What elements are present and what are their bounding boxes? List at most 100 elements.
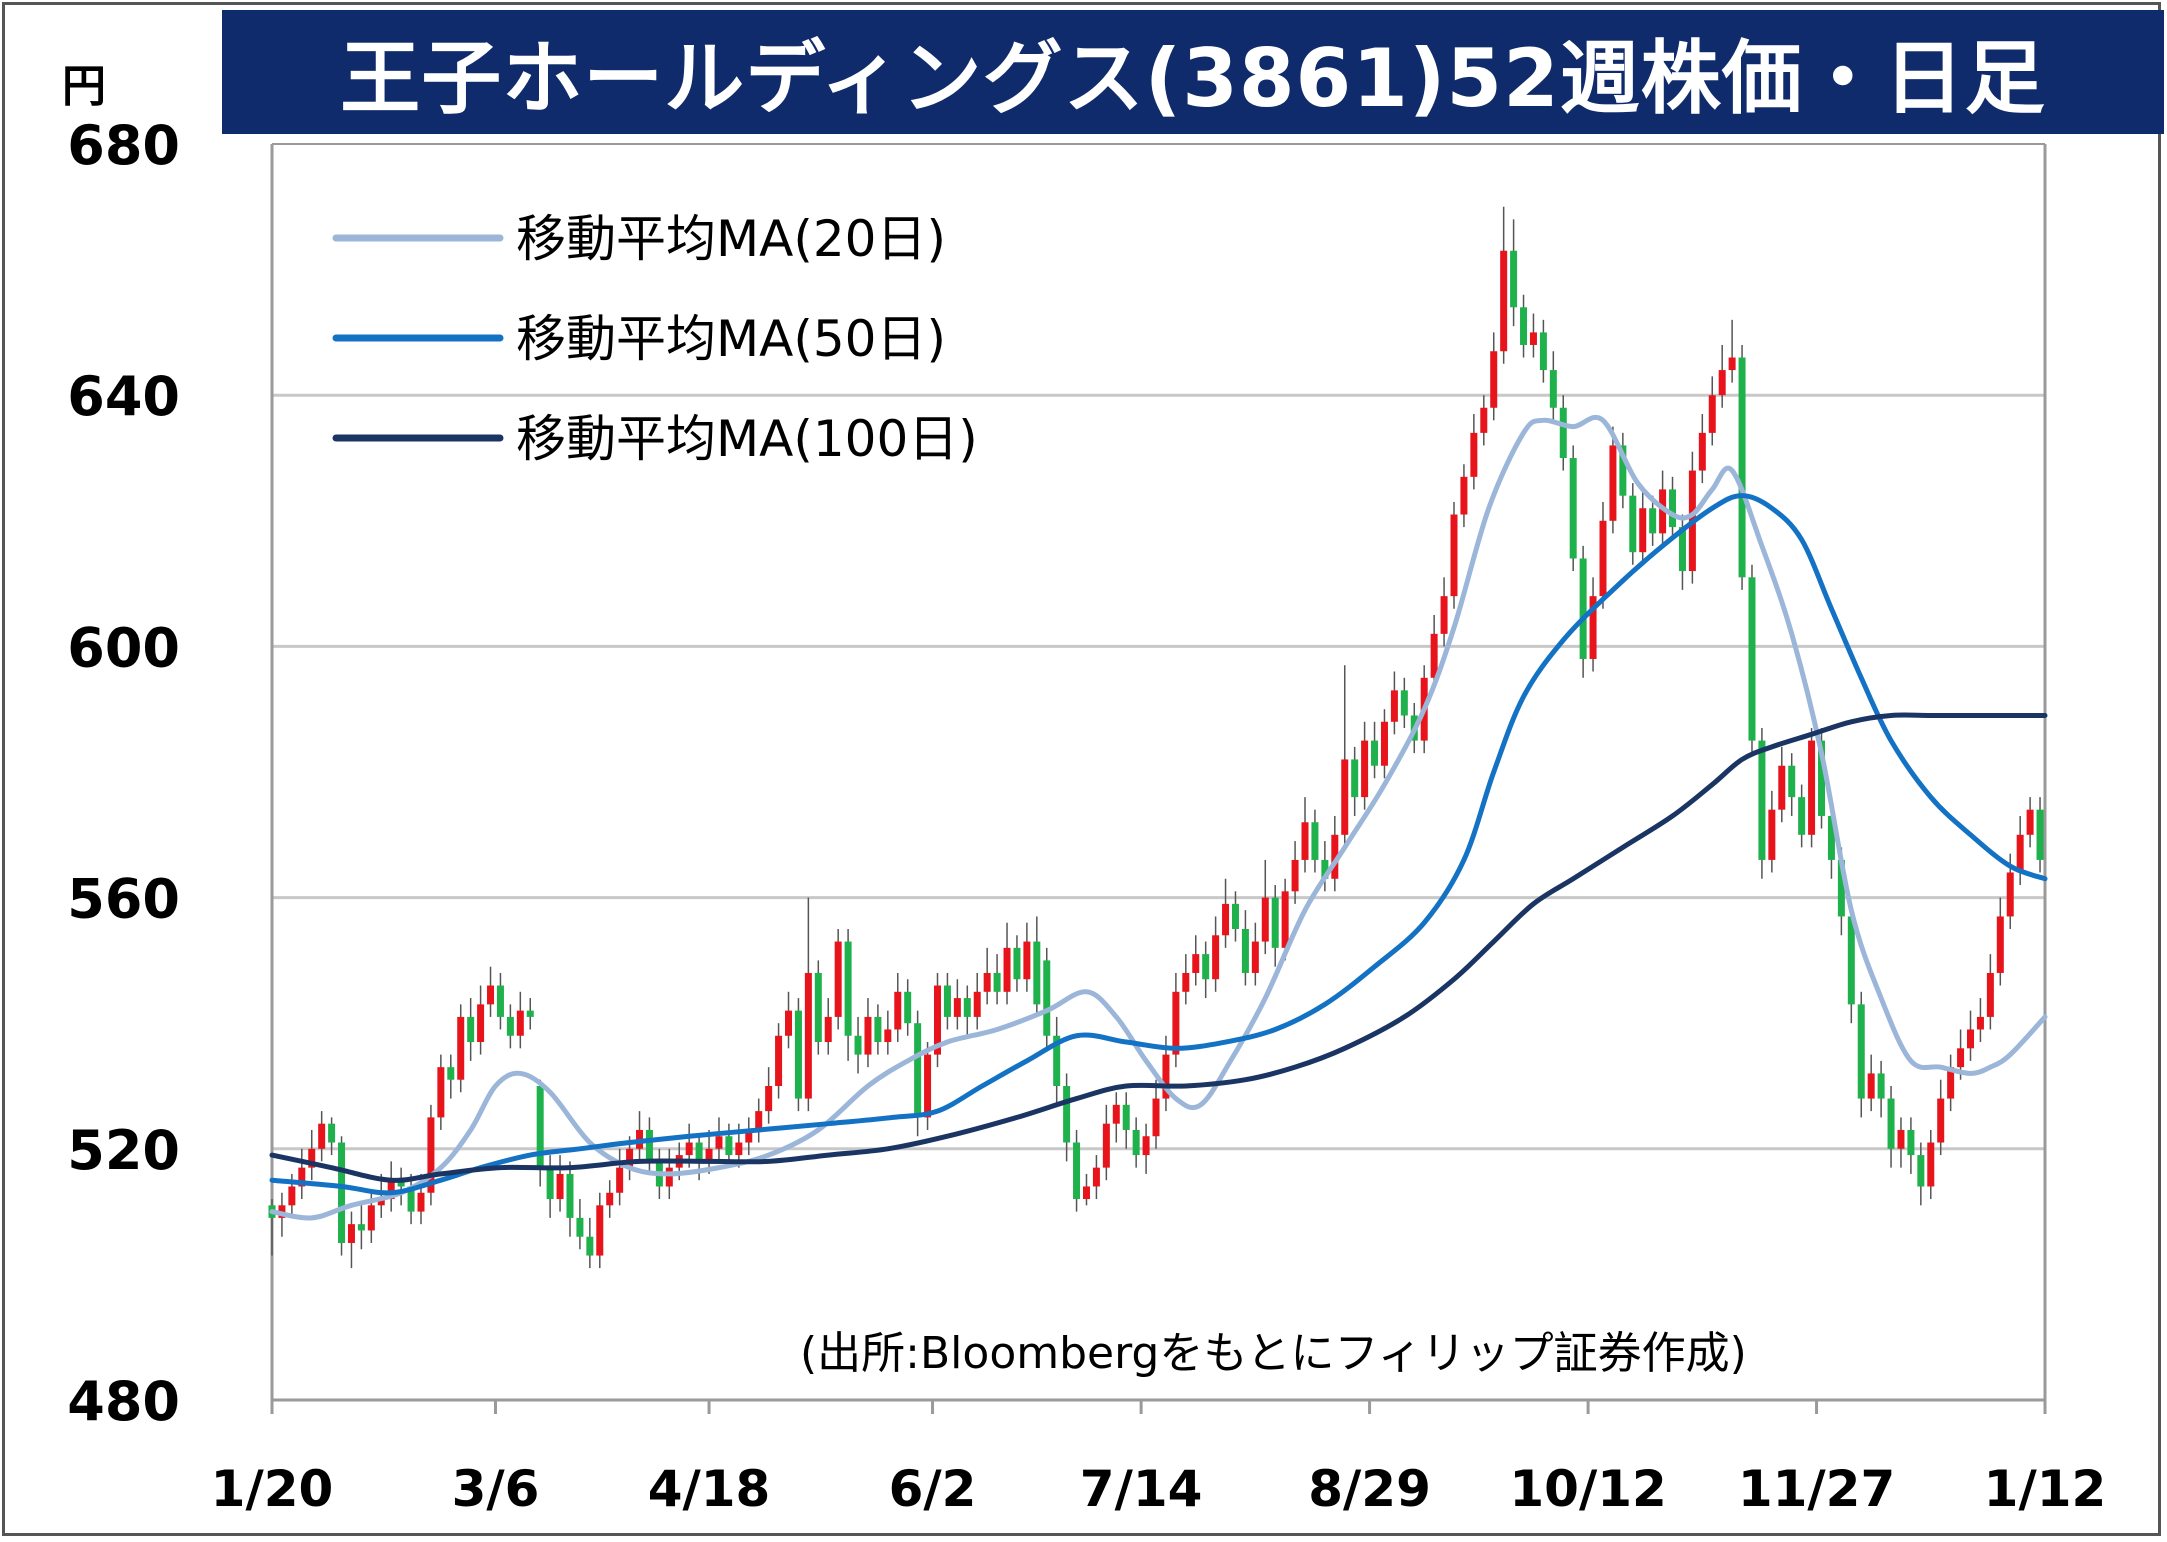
candle-up — [1281, 891, 1289, 948]
candle-up — [1867, 1073, 1875, 1099]
candle-up — [487, 985, 495, 1005]
candle-down — [1073, 1142, 1081, 1200]
candle-up — [775, 1035, 783, 1086]
candle-up — [1659, 489, 1667, 534]
candle-down — [1559, 407, 1567, 458]
candle-up — [1023, 941, 1031, 980]
candle-down — [1351, 759, 1359, 798]
candle-up — [298, 1167, 306, 1187]
candle-up — [705, 1148, 713, 1162]
candle-up — [1470, 432, 1478, 477]
ma50-line — [269, 493, 2048, 1196]
candle-up — [933, 985, 941, 1055]
candle-up — [824, 1016, 832, 1043]
candle-up — [1976, 1016, 1984, 1030]
candle-up — [1430, 633, 1438, 678]
candle-down — [1678, 527, 1686, 572]
candle-down — [874, 1016, 882, 1043]
x-tick-label: 6/2 — [889, 1460, 977, 1518]
candle-up — [735, 1142, 743, 1156]
candle-up — [924, 1054, 932, 1118]
candle-up — [1261, 897, 1269, 942]
candle-up — [1500, 250, 1508, 352]
candle-up — [1152, 1098, 1160, 1137]
candle-up — [288, 1186, 296, 1206]
candle-up — [785, 1010, 793, 1036]
candle-up — [1778, 765, 1786, 810]
x-tick-label: 1/12 — [1984, 1460, 2107, 1518]
candle-up — [367, 1205, 375, 1231]
candle-down — [576, 1217, 584, 1237]
candle-up — [318, 1123, 326, 1149]
candle-down — [1520, 307, 1528, 345]
candle-up — [437, 1067, 445, 1118]
candle-up — [1361, 740, 1369, 798]
candle-down — [1758, 740, 1766, 860]
candle-up — [616, 1167, 624, 1193]
candle-down — [1132, 1129, 1140, 1156]
candle-up — [556, 1173, 564, 1200]
candle-down — [1798, 797, 1806, 835]
candle-down — [725, 1136, 733, 1156]
candle-up — [715, 1136, 723, 1149]
candle-up — [1082, 1186, 1090, 1200]
legend-label-ma100: 移動平均MA(100日) — [516, 410, 978, 468]
candle-up — [1967, 1029, 1975, 1049]
x-tick-label: 11/27 — [1738, 1460, 1895, 1518]
legend: 移動平均MA(20日) 移動平均MA(50日) 移動平均MA(100日) — [332, 210, 978, 468]
candle-down — [1400, 690, 1408, 716]
candle-up — [1460, 476, 1468, 515]
candle-down — [1321, 859, 1329, 879]
x-tick-label: 10/12 — [1509, 1460, 1666, 1518]
candle-up — [665, 1167, 673, 1187]
candle-down — [1371, 740, 1379, 766]
candle-up — [1728, 357, 1736, 371]
candle-up — [1390, 690, 1398, 722]
candle-down — [854, 1035, 862, 1055]
candle-up — [477, 1004, 485, 1043]
x-tick-label: 4/18 — [648, 1460, 771, 1518]
candle-up — [457, 1016, 465, 1080]
candle-up — [1589, 596, 1597, 659]
candle-up — [626, 1148, 634, 1168]
legend-label-ma50: 移動平均MA(50日) — [516, 310, 946, 368]
candle-down — [1818, 740, 1826, 816]
candle-up — [953, 998, 961, 1017]
candle-up — [1957, 1048, 1965, 1068]
candle-up — [1003, 947, 1011, 992]
y-tick-label: 560 — [67, 868, 180, 931]
candle-up — [377, 1199, 385, 1206]
x-tick-label: 3/6 — [452, 1460, 540, 1518]
candle-up — [1102, 1123, 1110, 1168]
moving-averages — [269, 414, 2048, 1221]
candle-up — [1986, 972, 1994, 1017]
candle-up — [983, 972, 991, 992]
candle-up — [1490, 351, 1498, 408]
candle-down — [1847, 916, 1855, 1005]
x-tick-label: 8/29 — [1308, 1460, 1431, 1518]
candle-down — [506, 1016, 514, 1036]
candle-down — [1738, 357, 1746, 578]
candle-down — [2036, 809, 2044, 860]
candle-up — [1251, 941, 1259, 973]
candle-up — [2026, 809, 2034, 835]
candle-up — [755, 1111, 763, 1130]
candle-down — [993, 972, 1001, 992]
candle-up — [1291, 859, 1299, 892]
candle-up — [685, 1142, 693, 1156]
candle-down — [1569, 458, 1577, 559]
candle-down — [695, 1142, 703, 1162]
y-unit-label: 円 — [62, 61, 106, 112]
chart-title: 王子ホールディングス(3861)52週株価・日足 — [222, 10, 2164, 134]
candle-down — [1669, 489, 1677, 528]
ma100-line — [269, 712, 2048, 1183]
candle-down — [407, 1186, 415, 1212]
candle-up — [804, 972, 812, 1099]
candle-down — [1043, 960, 1051, 1036]
candle-up — [1162, 1054, 1170, 1099]
candle-up — [1937, 1098, 1945, 1143]
source-note: (出所:Bloombergをもとにフィリップ証券作成) — [800, 1328, 1747, 1379]
candle-down — [1033, 941, 1041, 1005]
candle-up — [427, 1117, 435, 1193]
